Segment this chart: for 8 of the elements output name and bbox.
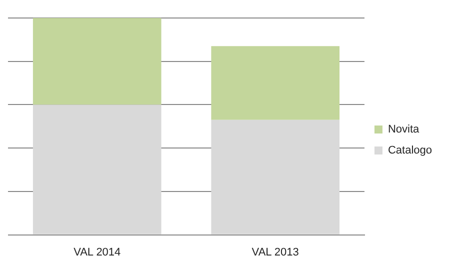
- bar: [32, 18, 162, 105]
- legend-label: Novita: [388, 124, 420, 136]
- x-tick-label: VAL 2014: [74, 246, 121, 258]
- bar: [211, 46, 340, 120]
- bar: [32, 104, 162, 234]
- bar: [211, 120, 340, 234]
- x-tick-label: VAL 2013: [252, 246, 299, 258]
- legend-label: Catalogo: [388, 144, 432, 157]
